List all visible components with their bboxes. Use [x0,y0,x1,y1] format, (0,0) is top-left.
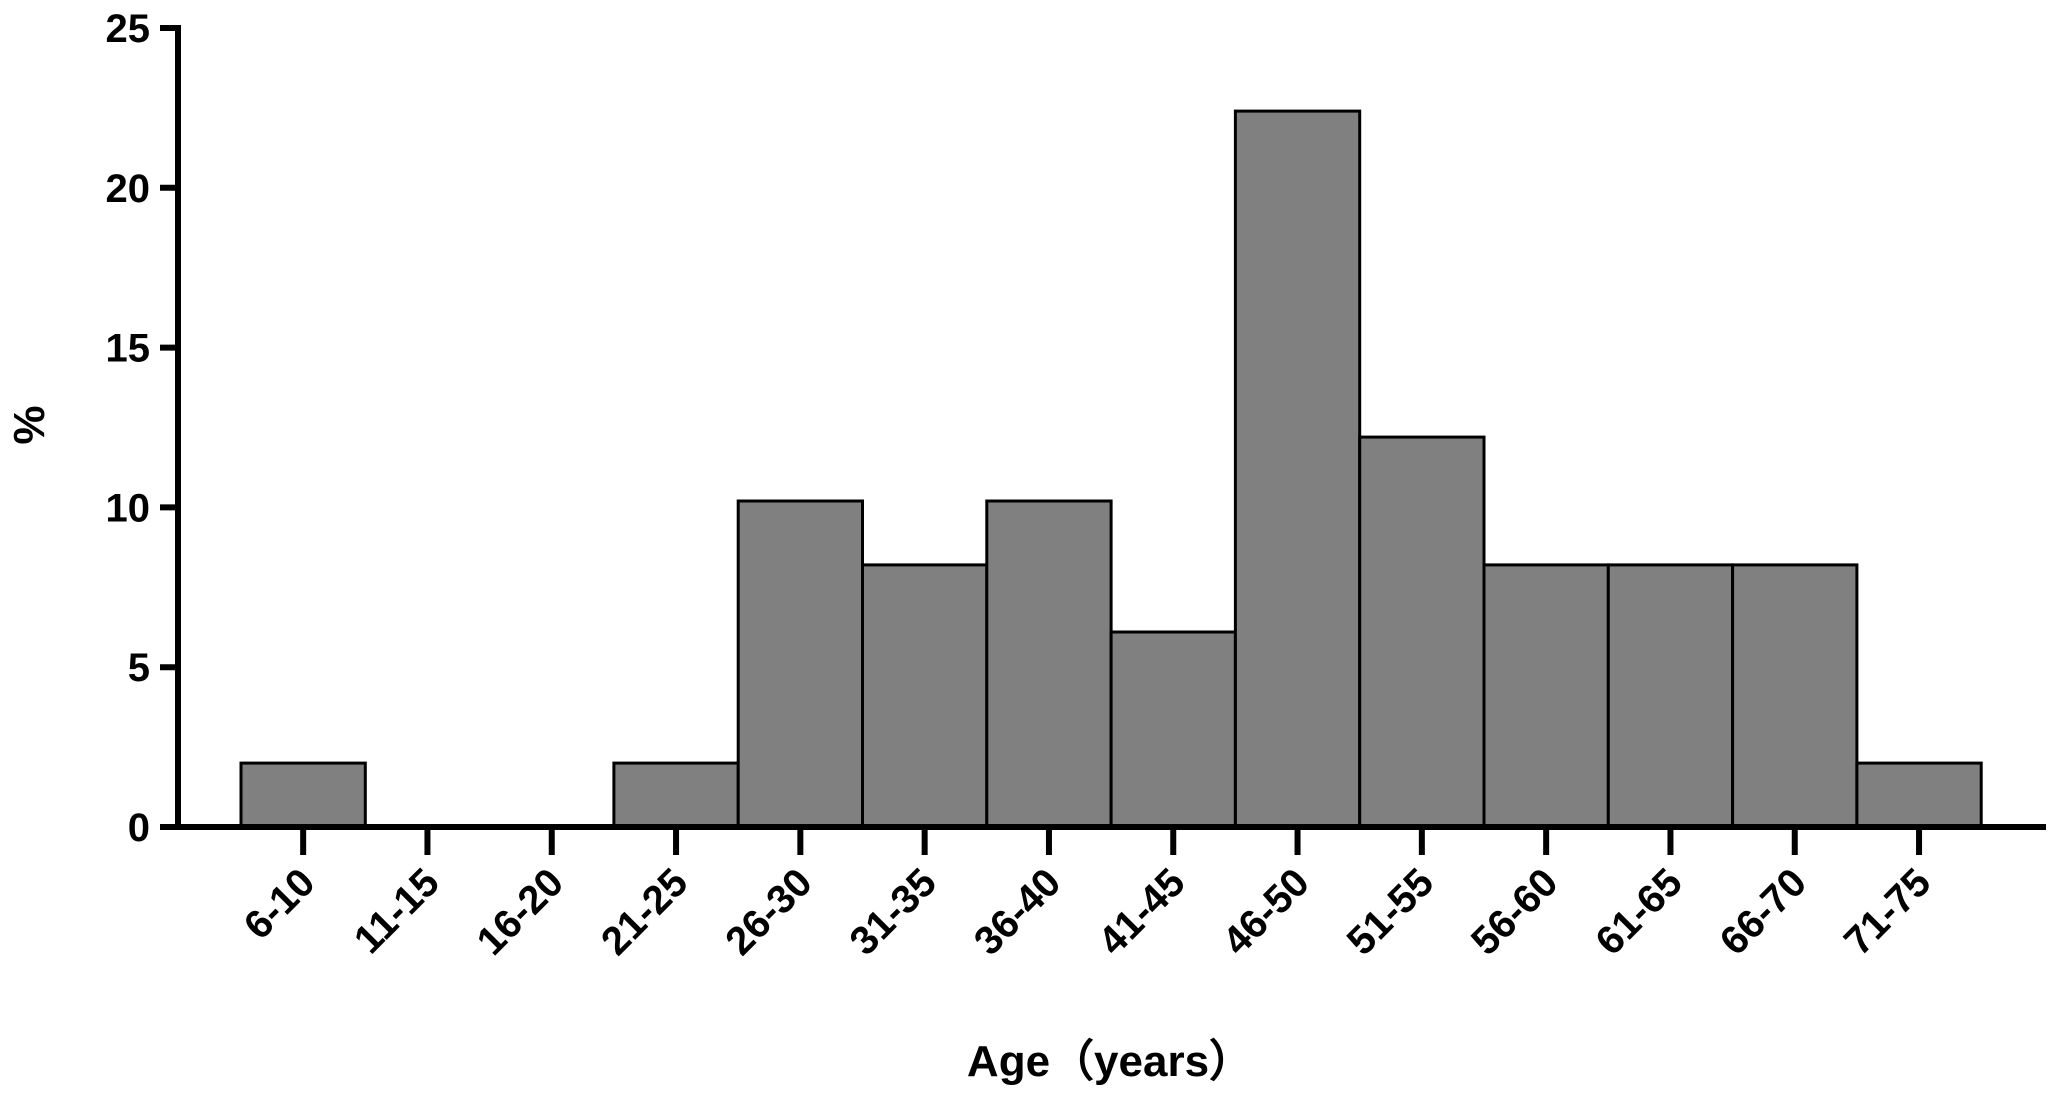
y-tick-label-20: 20 [106,167,151,211]
x-tick-label-36-40: 36-40 [966,860,1069,963]
bar-31-35 [861,563,989,829]
bar-61-65 [1606,563,1735,829]
y-tick-label-0: 0 [128,806,150,850]
x-tick-label-51-55: 51-55 [1339,860,1442,963]
x-tick-label-46-50: 46-50 [1214,860,1317,963]
x-axis-title: Age（years） [967,1037,1253,1086]
bar-56-60 [1482,563,1610,829]
bar-21-25 [612,761,740,829]
bars-layer [239,109,1983,829]
x-tick-label-31-35: 31-35 [842,860,945,963]
x-tick-label-41-45: 41-45 [1090,860,1193,963]
x-tick-label-61-65: 61-65 [1587,860,1690,963]
bar-26-30 [736,499,865,829]
bar-71-75 [1855,761,1983,829]
y-axis-title: % [5,405,54,444]
x-tick-label-66-70: 66-70 [1712,860,1815,963]
y-tick-label-25: 25 [106,7,151,51]
y-tick-label-15: 15 [106,327,151,371]
x-tick-label-26-30: 26-30 [717,860,820,963]
bar-6-10 [239,761,367,829]
x-tick-label-56-60: 56-60 [1463,860,1566,963]
bar-66-70 [1731,563,1859,829]
x-ticks-layer: 6-10 11-15 16-20 21-25 26-30 31-35 36-40 41-45 4… [236,827,1939,964]
y-tick-label-10: 10 [106,486,151,530]
bar-41-45 [1109,630,1237,829]
x-tick-label-16-20: 16-20 [469,860,572,963]
bar-36-40 [985,499,1113,829]
x-tick-label-71-75: 71-75 [1836,860,1939,963]
y-tick-label-5: 5 [128,646,150,690]
x-tick-label-11-15: 11-15 [346,860,448,962]
bar-51-55 [1358,435,1486,829]
x-tick-label-6-10: 6-10 [236,860,324,948]
y-ticks-layer: 0 5 10 15 20 25 [106,7,178,850]
x-tick-label-21-25: 21-25 [593,860,696,963]
bar-46-50 [1233,109,1362,829]
